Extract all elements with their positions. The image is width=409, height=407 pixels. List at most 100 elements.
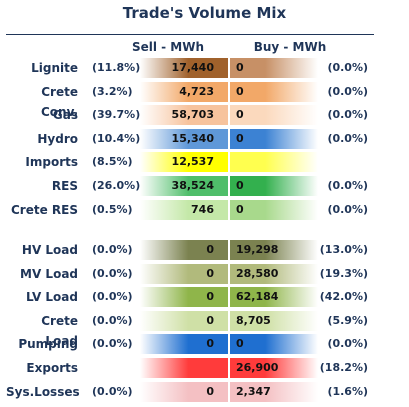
sell-value: 15,340 xyxy=(171,131,214,145)
buy-percent: (0.0%) xyxy=(327,202,368,216)
sell-percent: (0.0%) xyxy=(92,266,133,280)
buy-cell: 0 xyxy=(230,176,318,196)
sell-cell: 0 xyxy=(140,334,228,355)
column-divider xyxy=(228,263,230,284)
row-label: LV Load xyxy=(25,290,78,305)
chart-title: Trade's Volume Mix xyxy=(122,4,287,22)
column-divider xyxy=(228,81,230,102)
column-divider xyxy=(228,287,230,308)
buy-percent: (0.0%) xyxy=(327,84,368,98)
row-label: MV Load xyxy=(20,266,78,281)
column-divider xyxy=(228,240,230,260)
buy-cell: 62,184 xyxy=(230,287,318,308)
sell-value: 58,703 xyxy=(171,108,214,122)
sell-percent: (0.0%) xyxy=(92,243,133,256)
buy-cell: 8,705 xyxy=(230,310,318,331)
sell-cell: 746 xyxy=(140,199,228,220)
sell-percent: (3.2%) xyxy=(92,84,133,98)
sell-value: 12,537 xyxy=(171,155,214,169)
sell-value: 746 xyxy=(191,202,214,216)
buy-cell: 0 xyxy=(230,128,318,149)
sell-value: 0 xyxy=(206,290,214,304)
buy-value: 2,347 xyxy=(236,384,271,398)
buy-percent: (19.3%) xyxy=(319,266,368,280)
sell-value: 38,524 xyxy=(171,179,214,192)
column-divider xyxy=(228,58,230,78)
row-label: Pumping xyxy=(18,337,78,352)
column-divider xyxy=(228,334,230,355)
table-row: Gas (39.7%) 58,703 0 (0.0%) xyxy=(0,105,409,126)
row-label: Imports xyxy=(25,155,78,170)
column-divider xyxy=(228,128,230,149)
sell-percent: (8.5%) xyxy=(92,155,133,169)
sell-cell: 0 xyxy=(140,287,228,308)
buy-value: 0 xyxy=(236,131,244,145)
row-label: Sys.Losses xyxy=(6,384,80,399)
sell-value: 0 xyxy=(206,337,214,351)
buy-value: 0 xyxy=(236,179,244,192)
row-label: Crete RES xyxy=(11,202,78,217)
sell-cell xyxy=(140,358,228,378)
buy-cell: 0 xyxy=(230,58,318,78)
buy-percent xyxy=(318,152,368,172)
table-row: Crete Load (0.0%) 0 8,705 (5.9%) xyxy=(0,310,409,348)
buy-value: 28,580 xyxy=(236,266,279,280)
table-row: MV Load (0.0%) 0 28,580 (19.3%) xyxy=(0,263,409,284)
row-label: Gas xyxy=(52,108,78,123)
row-label: Lignite xyxy=(31,61,78,75)
buy-percent: (0.0%) xyxy=(327,61,368,74)
table-row: Crete RES (0.5%) 746 0 (0.0%) xyxy=(0,199,409,220)
sell-cell: 58,703 xyxy=(140,105,228,126)
table-row: Exports 26,900 (18.2%) xyxy=(0,358,409,378)
sell-cell: 15,340 xyxy=(140,128,228,149)
row-label: Crete Conv. xyxy=(41,84,78,119)
sell-percent: (0.5%) xyxy=(92,202,133,216)
buy-value: 0 xyxy=(236,337,244,351)
sell-value: 0 xyxy=(206,384,214,398)
table-row: RES (26.0%) 38,524 0 (0.0%) xyxy=(0,176,409,196)
buy-percent: (0.0%) xyxy=(327,179,368,192)
sell-value: 0 xyxy=(206,266,214,280)
column-divider xyxy=(228,105,230,126)
buy-value: 0 xyxy=(236,84,244,98)
sell-percent: (10.4%) xyxy=(92,131,141,145)
sell-cell: 12,537 xyxy=(140,152,228,173)
sell-value: 0 xyxy=(206,313,214,327)
buy-percent: (5.9%) xyxy=(327,313,368,327)
sell-value: 17,440 xyxy=(171,61,214,74)
table-row: Hydro (10.4%) 15,340 0 (0.0%) xyxy=(0,128,409,149)
sell-value: 4,723 xyxy=(179,84,214,98)
table-row: Sys.Losses (0.0%) 0 2,347 (1.6%) xyxy=(0,381,409,402)
sell-cell: 17,440 xyxy=(140,58,228,78)
sell-cell: 4,723 xyxy=(140,81,228,102)
column-divider xyxy=(228,310,230,331)
table-row: LV Load (0.0%) 0 62,184 (42.0%) xyxy=(0,287,409,308)
buy-percent: (1.6%) xyxy=(327,384,368,398)
buy-cell: 19,298 xyxy=(230,240,318,260)
sell-percent: (39.7%) xyxy=(92,108,141,122)
buy-value: 0 xyxy=(236,61,244,74)
buy-cell: 2,347 xyxy=(230,381,318,402)
buy-value: 62,184 xyxy=(236,290,279,304)
buy-percent: (0.0%) xyxy=(327,108,368,122)
row-label: Hydro xyxy=(37,131,78,146)
table-row: HV Load (0.0%) 0 19,298 (13.0%) xyxy=(0,240,409,260)
sell-percent: (26.0%) xyxy=(92,179,141,192)
title-rule xyxy=(6,34,374,35)
buy-percent: (42.0%) xyxy=(319,290,368,304)
buy-cell xyxy=(230,152,318,173)
column-divider xyxy=(228,152,230,173)
sell-percent: (0.0%) xyxy=(92,290,133,304)
row-label: Crete Load xyxy=(41,313,78,348)
sell-percent: (0.0%) xyxy=(92,384,133,398)
buy-percent: (0.0%) xyxy=(327,131,368,145)
row-label: RES xyxy=(51,179,78,193)
row-label: HV Load xyxy=(21,243,78,257)
sell-cell: 0 xyxy=(140,310,228,331)
column-divider xyxy=(228,199,230,220)
buy-cell: 0 xyxy=(230,105,318,126)
sell-value: 0 xyxy=(206,243,214,256)
sell-percent: (0.0%) xyxy=(92,313,133,327)
buy-value: 0 xyxy=(236,202,244,216)
buy-cell: 0 xyxy=(230,199,318,220)
